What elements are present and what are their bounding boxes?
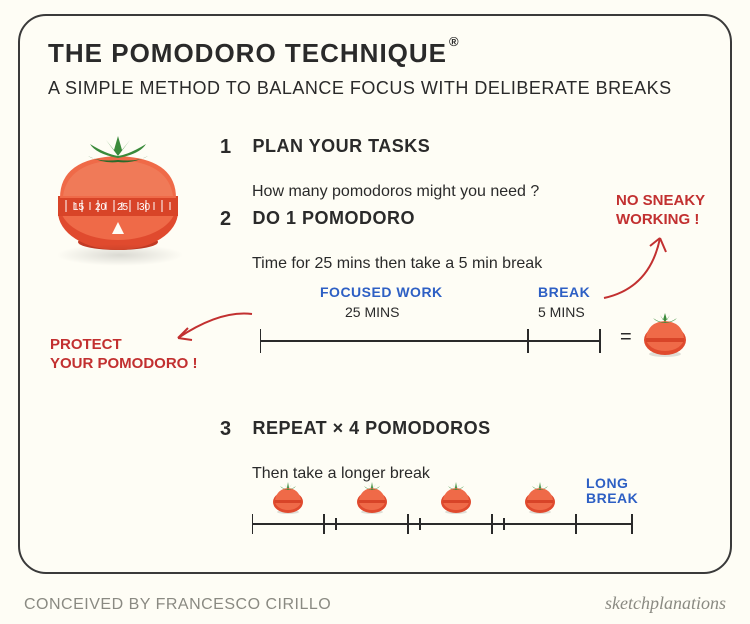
- callout-text: NO SNEAKY WORKING !: [616, 192, 705, 228]
- step-heading: DO 1 POMODORO: [252, 208, 415, 229]
- tomato-icon: [438, 482, 474, 521]
- step-heading: REPEAT × 4 POMODOROS: [252, 418, 490, 439]
- tomato-icon: [354, 482, 390, 521]
- focused-work-label: FOCUSED WORK: [320, 284, 443, 300]
- timer-mark: 15: [73, 202, 85, 213]
- long-break-label: LONG BREAK: [586, 476, 638, 507]
- break-value: 5 MINS: [538, 304, 585, 320]
- step-subtext: How many pomodoros might you need ?: [252, 183, 539, 201]
- arrow-left: [160, 306, 260, 356]
- tomato-icon: [640, 312, 690, 365]
- step-1: 1 PLAN YOUR TASKS How many pomodoros mig…: [220, 136, 539, 201]
- step-number: 2: [220, 208, 248, 231]
- tomato-icon: [522, 482, 558, 521]
- footer-brand: sketchplanations: [605, 593, 726, 614]
- tomato-timer-illustration: 15 20 25 30: [48, 134, 188, 264]
- timeline-four-pomodoros: [252, 474, 642, 544]
- page-title: THE POMODORO TECHNIQUE®: [48, 38, 458, 69]
- title-text: THE POMODORO TECHNIQUE: [48, 38, 447, 68]
- timer-mark: 30: [139, 202, 151, 213]
- registered-mark: ®: [449, 34, 460, 49]
- timer-mark: 25: [117, 202, 129, 213]
- step-number: 3: [220, 418, 248, 441]
- tomato-icon: [270, 482, 306, 521]
- timeline-single-pomodoro: [260, 321, 640, 381]
- timer-mark: 20: [95, 202, 107, 213]
- step-number: 1: [220, 136, 248, 159]
- step-subtext: Time for 25 mins then take a 5 min break: [252, 255, 542, 273]
- subtitle: A SIMPLE METHOD TO BALANCE FOCUS WITH DE…: [48, 78, 672, 99]
- step-2: 2 DO 1 POMODORO Time for 25 mins then ta…: [220, 208, 542, 273]
- focused-work-value: 25 MINS: [345, 304, 399, 320]
- footer-credit: CONCEIVED BY FRANCESCO CIRILLO: [24, 596, 331, 614]
- break-label: BREAK: [538, 284, 590, 300]
- no-sneaky-callout: NO SNEAKY WORKING !: [616, 192, 705, 230]
- card-frame: THE POMODORO TECHNIQUE® A SIMPLE METHOD …: [18, 14, 732, 574]
- equals-sign: =: [620, 326, 632, 349]
- step-heading: PLAN YOUR TASKS: [252, 136, 430, 157]
- arrow-right: [600, 228, 690, 308]
